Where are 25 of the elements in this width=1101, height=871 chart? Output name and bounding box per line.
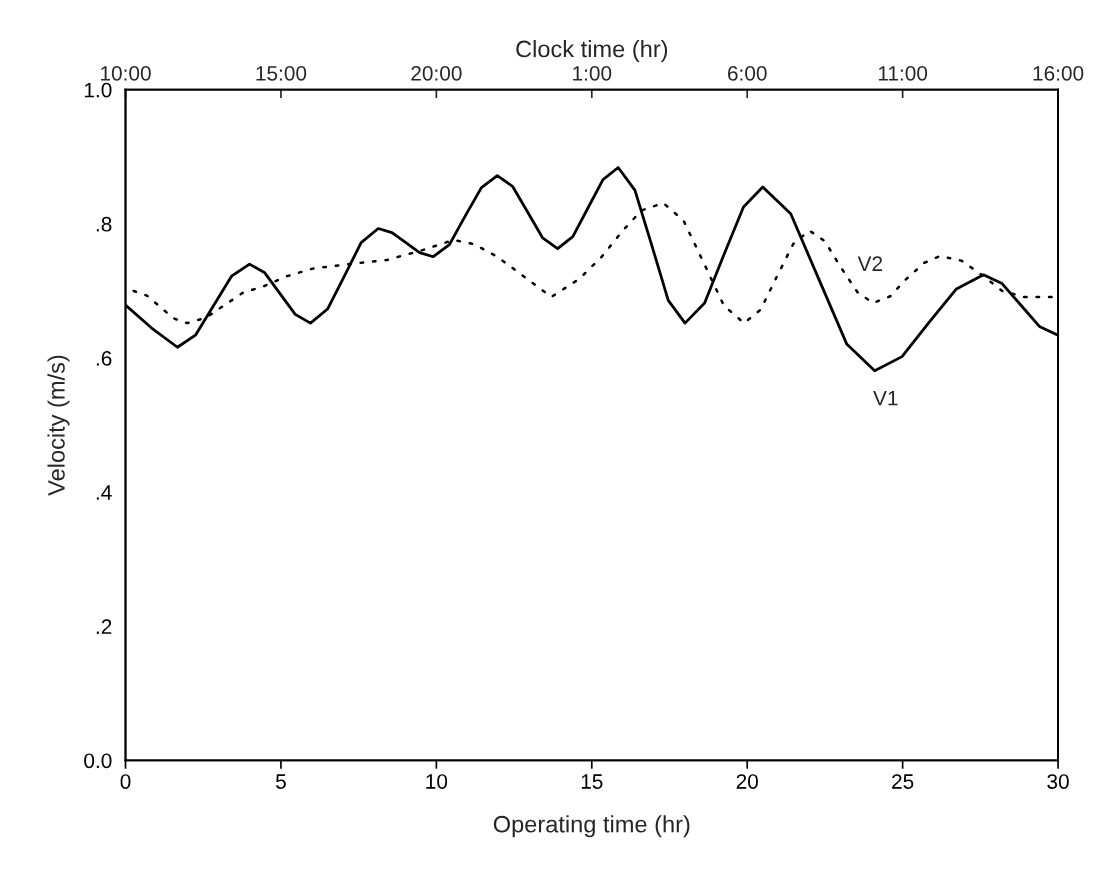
x-tick-label: 30 [1047, 774, 1069, 789]
series-label: V1 [873, 390, 898, 406]
y-tick-label: .6 [96, 350, 112, 366]
x-axis-title: Operating time (hr) [493, 815, 690, 838]
y-tick-label: .2 [96, 619, 112, 634]
y-axis-title: Velocity (m/s) [47, 355, 70, 496]
x2-axis-title: Clock time (hr) [516, 39, 668, 62]
x2-tick-label: 16:00 [1033, 65, 1084, 81]
y-tick-label: .4 [96, 485, 112, 500]
x-tick-label: 20 [736, 774, 758, 789]
y-tick-label: 0.0 [84, 753, 112, 769]
x-tick-label: 25 [892, 774, 914, 789]
y-tick-label: 1.0 [84, 82, 112, 98]
x-tick-label: 10 [426, 774, 448, 789]
x-tick-label: 5 [275, 774, 286, 789]
series-label: V2 [857, 256, 883, 271]
x2-tick-label: 1:00 [573, 65, 612, 81]
y-tick-label: .8 [96, 216, 112, 232]
x-tick-label: 15 [581, 774, 603, 789]
x2-tick-label: 20:00 [411, 65, 462, 81]
x2-tick-label: 11:00 [878, 65, 928, 81]
x2-tick-label: 10:00 [101, 65, 151, 81]
x2-tick-label: 6:00 [728, 65, 767, 81]
x2-tick-label: 15:00 [256, 65, 307, 81]
x-tick-label: 0 [120, 774, 131, 789]
